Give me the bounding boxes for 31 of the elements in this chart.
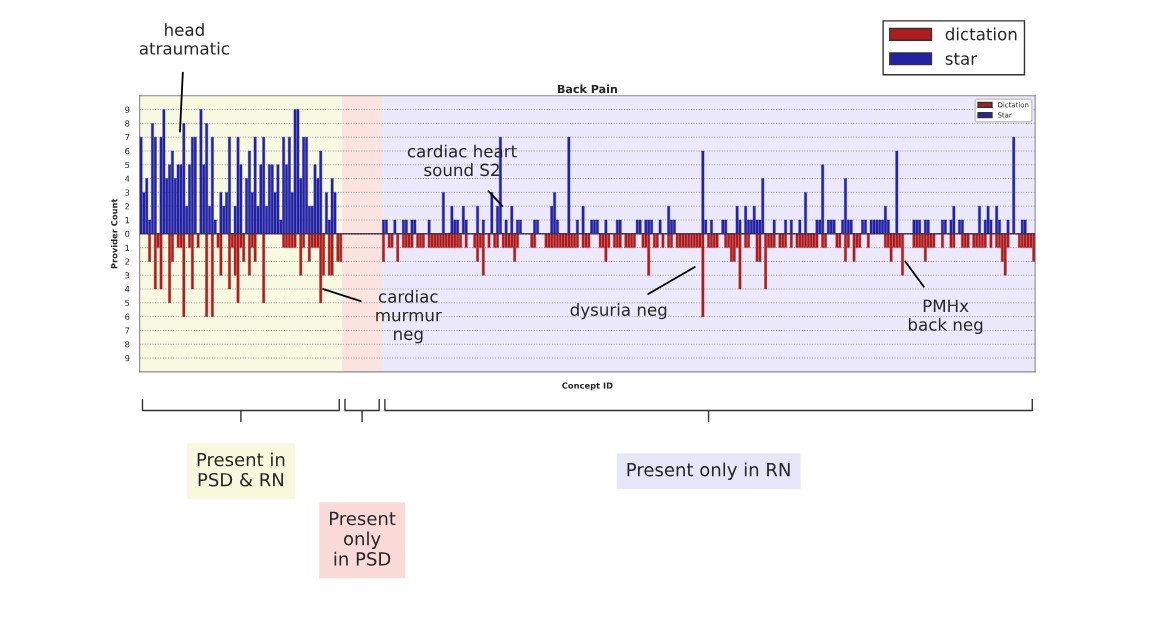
y-tick-label: 6 bbox=[125, 313, 130, 320]
annotation: PMHx back neg bbox=[908, 299, 983, 335]
y-tick-label: 7 bbox=[125, 327, 130, 334]
y-tick-label: 0 bbox=[125, 230, 130, 238]
y-tick-label: 9 bbox=[125, 355, 130, 362]
text: Present in PSD & RN bbox=[197, 452, 285, 487]
y-tick-label: 4 bbox=[125, 286, 130, 293]
y-tick-label: 1 bbox=[125, 244, 130, 251]
y-tick-label: 4 bbox=[125, 175, 130, 182]
y-tick-label: 7 bbox=[125, 134, 130, 141]
y-tick-label: 3 bbox=[125, 272, 130, 279]
text: Present only in RN bbox=[627, 462, 790, 480]
y-tick-label: 5 bbox=[125, 299, 130, 307]
y-tick-label: 5 bbox=[125, 161, 130, 169]
x-axis-title: Concept ID bbox=[562, 382, 613, 391]
y-tick-label: 8 bbox=[125, 341, 130, 348]
y-tick-label: 1 bbox=[125, 217, 130, 224]
y-tick-label: 9 bbox=[125, 106, 130, 113]
chart-title: Back Pain bbox=[557, 84, 617, 94]
y-tick-label: 2 bbox=[125, 203, 130, 210]
y-tick-label: 2 bbox=[125, 258, 130, 265]
annotation: dysuria neg bbox=[570, 303, 667, 320]
text: star bbox=[945, 52, 978, 65]
annotation: cardiac murmur neg bbox=[376, 289, 442, 344]
y-tick-label: 8 bbox=[125, 120, 130, 127]
text: Present only in PSD bbox=[329, 511, 396, 566]
text: dictation bbox=[945, 27, 1017, 41]
y-tick-label: 3 bbox=[125, 189, 130, 196]
y-tick-label: 6 bbox=[125, 147, 130, 155]
text: head atraumatic bbox=[139, 23, 229, 55]
y-axis-title: Provider Count bbox=[110, 198, 118, 269]
